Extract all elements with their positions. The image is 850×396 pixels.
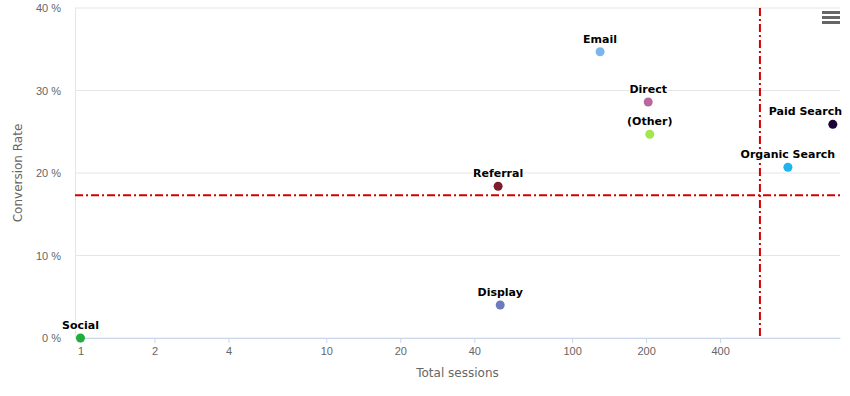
grid-line — [75, 338, 840, 339]
point-label: Paid Search — [769, 105, 842, 118]
grid-line — [75, 173, 840, 174]
x-tick-mark — [400, 338, 401, 343]
point[interactable] — [644, 98, 653, 107]
y-tick-label: 30 % — [36, 85, 61, 97]
x-tick-mark — [154, 338, 155, 343]
y-tick: 20 % — [36, 167, 75, 179]
chart: 0 % 10 % 20 % 30 % 40 % 1 2 4 10 20 40 100 200 400 Tot… — [0, 0, 850, 396]
menu-bar — [822, 21, 840, 24]
x-tick: 4 — [226, 338, 232, 357]
point[interactable] — [783, 163, 792, 172]
y-tick: 30 % — [36, 85, 75, 97]
menu-bar — [822, 11, 840, 14]
point-labels: Social Display Referral Email Direct (Other) O… — [62, 33, 842, 332]
point[interactable] — [494, 182, 503, 191]
x-tick: 10 — [321, 338, 333, 357]
point[interactable] — [645, 130, 654, 139]
x-tick-mark — [720, 338, 721, 343]
x-tick-label: 20 — [395, 345, 407, 357]
point[interactable] — [596, 47, 605, 56]
x-tick-label: 10 — [321, 345, 333, 357]
point[interactable] — [828, 120, 837, 129]
x-axis: 1 2 4 10 20 40 100 200 400 — [76, 338, 841, 357]
y-tick-label: 40 % — [36, 2, 61, 14]
x-tick-label: 100 — [563, 345, 581, 357]
grid — [75, 8, 840, 338]
x-tick-mark — [326, 338, 327, 343]
grid-line — [75, 255, 840, 256]
point-label: Display — [478, 286, 523, 299]
x-tick: 100 — [563, 338, 581, 357]
x-tick-label: 200 — [637, 345, 655, 357]
x-tick: 20 — [395, 338, 407, 357]
point-label: Referral — [473, 167, 523, 180]
y-axis: 0 % 10 % 20 % 30 % 40 % — [36, 2, 76, 344]
y-axis-title: Conversion Rate — [11, 124, 25, 223]
menu-bar — [822, 16, 840, 19]
y-tick-label: 0 % — [42, 332, 61, 344]
reference-line — [759, 8, 761, 338]
point-label: Direct — [629, 83, 667, 96]
grid-line — [75, 90, 840, 91]
x-tick-mark — [228, 338, 229, 343]
point-label: Social — [62, 319, 99, 332]
y-tick-label: 10 % — [36, 250, 61, 262]
x-tick-label: 2 — [152, 345, 158, 357]
x-tick: 2 — [152, 338, 158, 357]
point-label: Email — [583, 33, 617, 46]
x-tick: 40 — [469, 338, 481, 357]
point-label: Organic Search — [741, 148, 836, 161]
x-axis-title: Total sessions — [415, 366, 499, 380]
x-axis-line — [76, 338, 841, 339]
y-axis-line — [75, 9, 76, 339]
x-tick-label: 40 — [469, 345, 481, 357]
x-tick-mark — [474, 338, 475, 343]
menu-button[interactable] — [822, 11, 840, 24]
x-tick-label: 1 — [78, 345, 84, 357]
y-tick: 0 % — [42, 332, 75, 344]
x-tick-mark — [572, 338, 573, 343]
x-tick-label: 400 — [711, 345, 729, 357]
x-tick: 400 — [711, 338, 729, 357]
x-tick-mark — [646, 338, 647, 343]
point[interactable] — [496, 301, 505, 310]
y-tick: 10 % — [36, 250, 75, 262]
y-tick: 40 % — [36, 2, 75, 14]
x-tick-label: 4 — [226, 345, 232, 357]
point-label: (Other) — [627, 115, 672, 128]
reference-line — [75, 194, 840, 196]
x-tick: 200 — [637, 338, 655, 357]
y-tick-label: 20 % — [36, 167, 61, 179]
plot-area — [75, 8, 840, 343]
point[interactable] — [76, 334, 85, 343]
grid-line — [75, 8, 840, 9]
